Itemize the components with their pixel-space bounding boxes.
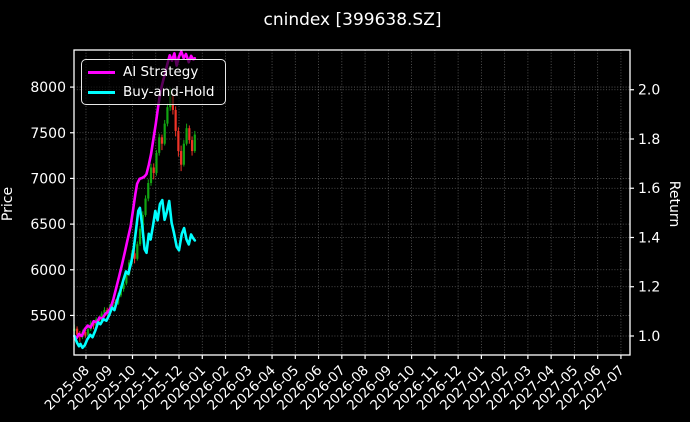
legend: AI Strategy Buy-and-Hold xyxy=(81,59,226,105)
buy-and-hold-line-swatch xyxy=(88,90,115,94)
legend-label-ai-strategy: AI Strategy xyxy=(123,64,199,80)
chart-title: cnindex [399638.SZ] xyxy=(263,10,442,30)
svg-text:8000: 8000 xyxy=(30,80,66,96)
svg-text:1.8: 1.8 xyxy=(638,132,660,148)
svg-text:6000: 6000 xyxy=(30,263,66,279)
ai-strategy-line-swatch xyxy=(88,70,115,74)
svg-text:6500: 6500 xyxy=(30,217,66,233)
svg-text:1.4: 1.4 xyxy=(638,230,660,246)
svg-text:1.0: 1.0 xyxy=(638,329,660,345)
svg-text:5500: 5500 xyxy=(30,308,66,324)
legend-item-buy-and-hold: Buy-and-Hold xyxy=(88,82,219,102)
svg-text:7000: 7000 xyxy=(30,171,66,187)
y-axis-label-price: Price xyxy=(0,186,17,222)
svg-text:1.2: 1.2 xyxy=(638,280,660,296)
svg-text:7500: 7500 xyxy=(30,126,66,142)
y-axis-label-return: Return xyxy=(665,180,682,228)
svg-text:2.0: 2.0 xyxy=(638,83,660,99)
legend-label-buy-and-hold: Buy-and-Hold xyxy=(123,84,215,100)
svg-text:1.6: 1.6 xyxy=(638,181,660,197)
legend-item-ai-strategy: AI Strategy xyxy=(88,62,219,82)
